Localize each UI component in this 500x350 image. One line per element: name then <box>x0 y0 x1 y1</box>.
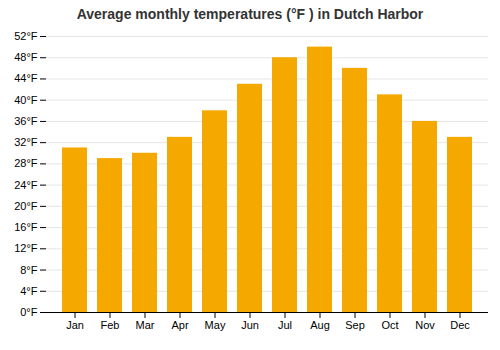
svg-text:Apr: Apr <box>171 319 188 331</box>
svg-text:May: May <box>205 319 226 331</box>
svg-text:Jun: Jun <box>241 319 259 331</box>
svg-text:Jan: Jan <box>66 319 84 331</box>
svg-text:40°F: 40°F <box>14 94 38 106</box>
svg-text:Feb: Feb <box>101 319 120 331</box>
svg-text:36°F: 36°F <box>14 115 38 127</box>
svg-text:Oct: Oct <box>381 319 398 331</box>
svg-text:32°F: 32°F <box>14 136 38 148</box>
svg-text:24°F: 24°F <box>14 179 38 191</box>
svg-text:20°F: 20°F <box>14 200 38 212</box>
svg-text:Dec: Dec <box>450 319 470 331</box>
svg-text:12°F: 12°F <box>14 242 38 254</box>
svg-text:0°F: 0°F <box>20 306 38 318</box>
svg-text:8°F: 8°F <box>20 264 38 276</box>
svg-text:44°F: 44°F <box>14 72 38 84</box>
svg-text:52°F: 52°F <box>14 30 38 42</box>
svg-text:28°F: 28°F <box>14 157 38 169</box>
svg-text:Sep: Sep <box>345 319 365 331</box>
svg-text:4°F: 4°F <box>20 285 38 297</box>
svg-text:16°F: 16°F <box>14 221 38 233</box>
svg-text:Nov: Nov <box>415 319 435 331</box>
svg-text:Aug: Aug <box>310 319 330 331</box>
svg-text:48°F: 48°F <box>14 51 38 63</box>
html-text:Average monthly temperatures (: Average monthly temperatures (°F ) in Du… <box>76 6 424 22</box>
svg-text:Jul: Jul <box>278 319 292 331</box>
svg-text:Mar: Mar <box>136 319 155 331</box>
